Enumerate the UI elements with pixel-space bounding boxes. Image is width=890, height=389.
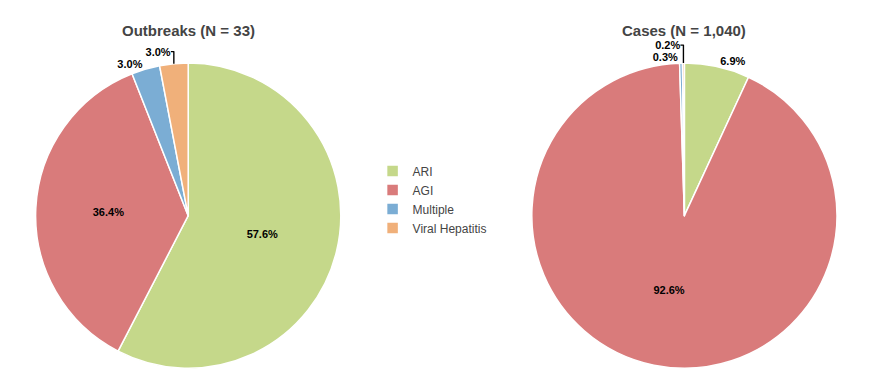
svg-text:Viral Hepatitis: Viral Hepatitis	[413, 222, 487, 236]
svg-text:AGI: AGI	[413, 184, 434, 198]
svg-text:ARI: ARI	[413, 165, 433, 179]
svg-text:Multiple: Multiple	[413, 203, 455, 217]
svg-text:57.6%: 57.6%	[247, 228, 278, 240]
svg-text:3.0%: 3.0%	[146, 46, 171, 58]
svg-text:Outbreaks (N = 33): Outbreaks (N = 33)	[122, 22, 255, 39]
svg-text:6.9%: 6.9%	[720, 55, 745, 67]
svg-text:0.2%: 0.2%	[655, 39, 680, 51]
svg-text:0.3%: 0.3%	[653, 51, 678, 63]
svg-text:3.0%: 3.0%	[117, 58, 142, 70]
svg-text:36.4%: 36.4%	[93, 206, 124, 218]
svg-text:Cases (N = 1,040): Cases (N = 1,040)	[622, 22, 746, 39]
svg-text:92.6%: 92.6%	[653, 284, 684, 296]
